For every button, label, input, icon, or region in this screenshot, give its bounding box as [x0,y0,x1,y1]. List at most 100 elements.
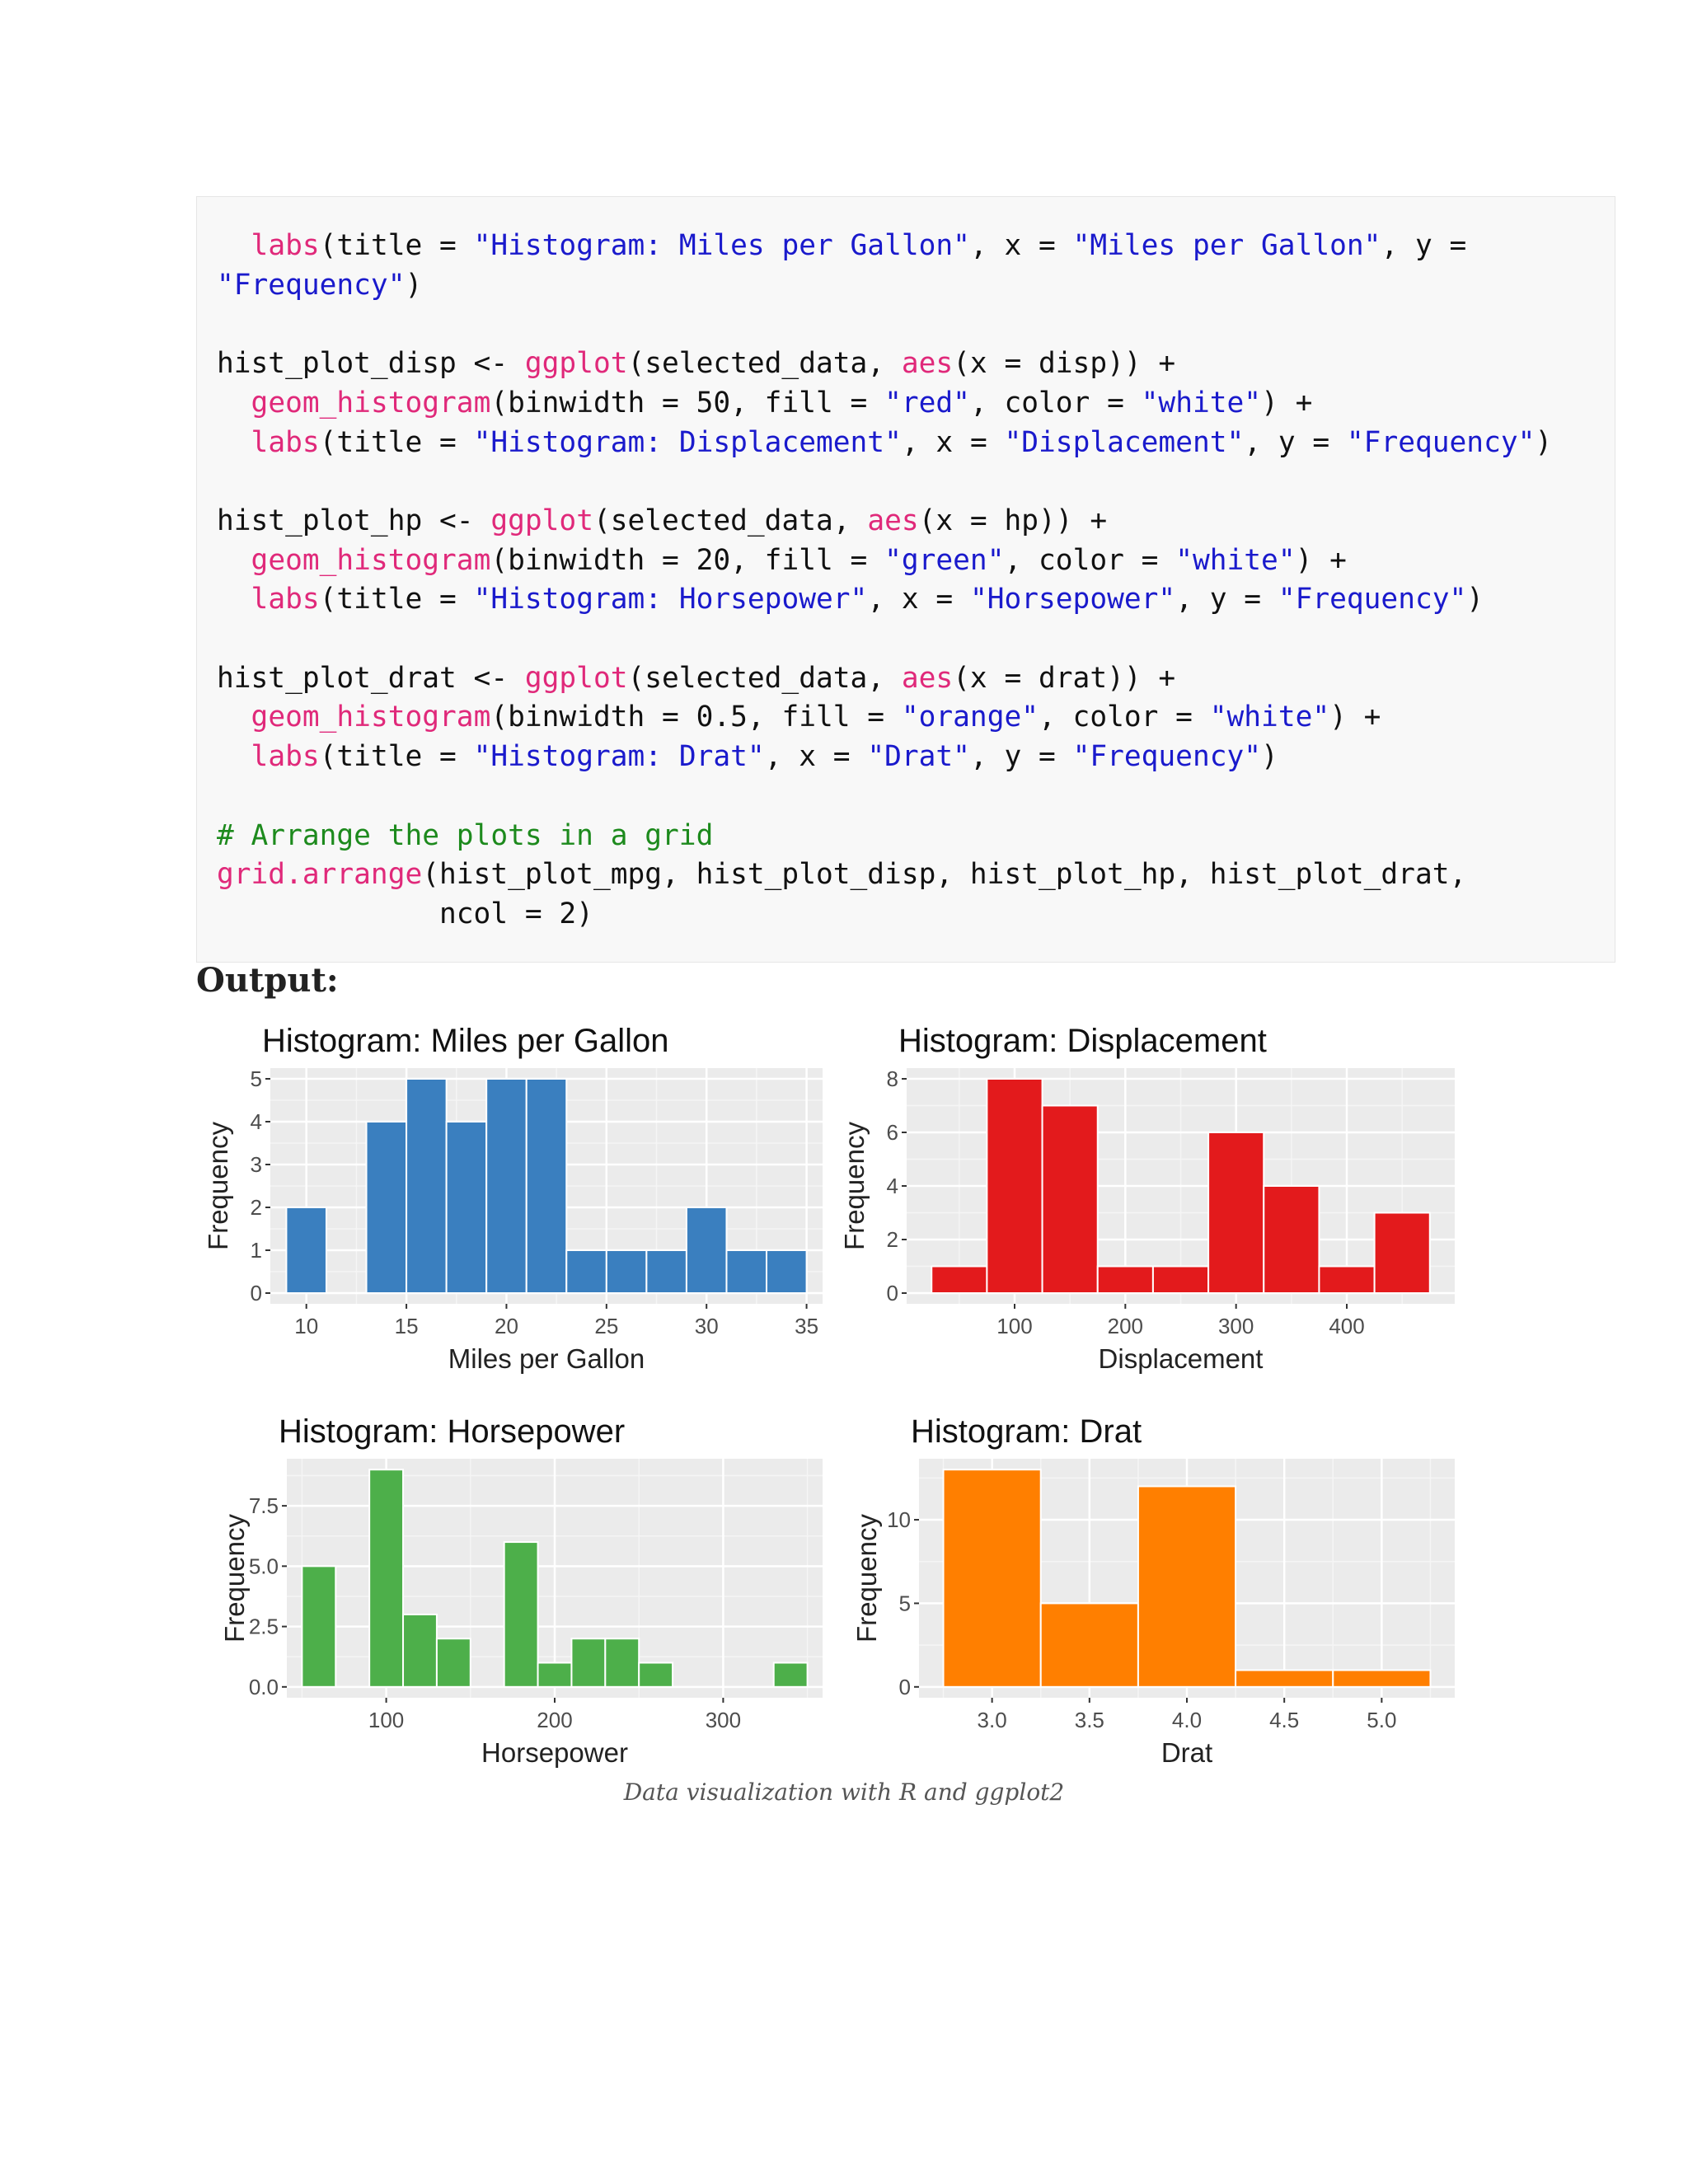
code-token: (title = [319,740,474,774]
y-tick-label: 2.5 [249,1615,279,1639]
code-token [217,701,251,733]
histogram-bar [942,1469,1042,1688]
code-token: "white" [1175,543,1296,577]
code-token: # Arrange the plots in a grid [217,818,714,852]
code-token: (selected_data, [627,661,902,695]
y-tick-label: 5.0 [249,1554,279,1578]
code-token: aes [901,347,954,381]
y-tick-label: 7.5 [249,1493,279,1518]
code-token: , y = [1175,583,1278,616]
histogram-bar [766,1249,808,1294]
x-tick-label: 100 [996,1314,1032,1338]
code-line: labs(title = "Histogram: Drat", x = "Dra… [217,740,1278,773]
histogram-bar [931,1265,988,1294]
code-token: "white" [1209,701,1330,734]
code-text: labs(title = "Histogram: Miles per Gallo… [217,227,1552,935]
code-token [217,229,251,262]
code-token: "Histogram: Horsepower" [473,583,868,616]
code-token: "orange" [901,701,1039,734]
code-token: (title = [319,583,474,616]
code-token: labs [251,583,320,616]
code-token: ggplot [524,661,628,695]
y-tick-label: 0 [887,1281,898,1305]
code-token: (binwidth = 50, fill = [490,386,885,419]
code-token: (title = [319,425,474,459]
figure-caption: Data visualization with R and ggplot2 [623,1779,1065,1806]
code-line: labs(title = "Histogram: Displacement", … [217,425,1553,459]
code-token: "Displacement" [1004,425,1245,459]
code-token: "red" [884,386,970,419]
code-token: ggplot [524,347,628,381]
code-token: "Histogram: Displacement" [473,425,902,459]
code-token: (binwidth = 20, fill = [490,543,885,577]
chart-title: Histogram: Miles per Gallon [262,1023,669,1059]
code-line: geom_histogram(binwidth = 20, fill = "gr… [217,544,1347,577]
y-tick-label: 5 [899,1591,911,1615]
y-tick-label: 5 [251,1066,262,1091]
code-token: ) + [1261,386,1313,419]
code-token: ) [1261,740,1278,774]
histogram-bar [485,1078,528,1294]
code-token [217,387,251,419]
x-axis-label: Displacement [1099,1343,1264,1374]
x-tick-label: 15 [395,1314,419,1338]
code-token: (selected_data, [593,504,868,537]
code-token: ) + [1295,543,1347,577]
code-token: ggplot [490,504,593,537]
code-token: "Frequency" [217,268,406,302]
histogram-bar [565,1249,607,1294]
x-tick-label: 25 [594,1314,618,1338]
y-tick-label: 2 [887,1227,898,1252]
code-token: , x = [901,425,1005,459]
code-line: ncol = 2) [217,898,593,930]
x-tick-label: 300 [706,1708,741,1732]
code-token: , color = [1039,701,1210,734]
y-axis-label: Frequency [839,1122,870,1250]
chart-hp: 100 200 300 0.0 2.5 5.0 7.5 Histogram: Horsepow… [219,1413,823,1768]
histogram-bar [645,1249,687,1294]
x-tick-label: 35 [795,1314,818,1338]
histogram-bar [1039,1602,1139,1688]
code-token: (hist_plot_mpg, hist_plot_disp, hist_plo… [422,858,1467,892]
code-token: ) [405,268,423,302]
code-token: ncol = 2) [217,897,593,930]
histogram-bar [986,1078,1043,1294]
x-tick-label: 5.0 [1367,1708,1396,1732]
x-tick-label: 300 [1218,1314,1254,1338]
code-line: hist_plot_disp <- ggplot(selected_data, … [217,347,1175,380]
y-tick-label: 2 [251,1195,262,1220]
code-line: hist_plot_drat <- ggplot(selected_data, … [217,662,1175,695]
code-token: labs [251,425,320,459]
chart-title: Histogram: Displacement [898,1023,1267,1059]
code-token [217,740,251,773]
histogram-bar [605,1249,648,1294]
code-token: "green" [884,543,1005,577]
code-token: aes [901,661,954,695]
code-token [217,426,251,459]
x-tick-label: 400 [1329,1314,1364,1338]
code-token: ) + [1329,701,1381,734]
code-token: "Drat" [867,740,970,774]
code-block: labs(title = "Histogram: Miles per Gallo… [196,196,1615,963]
code-token: geom_histogram [251,543,491,577]
code-token: hist_plot_hp <- [217,504,491,537]
code-token: ) [1535,425,1553,459]
x-tick-label: 200 [1108,1314,1143,1338]
x-tick-label: 10 [294,1314,318,1338]
code-token: , y = [1381,229,1467,262]
histogram-bar [402,1613,438,1688]
code-token: "Frequency" [1346,425,1536,459]
code-token: , y = [969,740,1073,774]
code-token: "Histogram: Drat" [473,740,765,774]
y-tick-label: 3 [251,1152,262,1177]
code-token: (x = disp)) + [953,347,1176,381]
histogram-bar [772,1661,809,1688]
y-axis-label: Frequency [203,1122,233,1250]
x-tick-label: 3.0 [978,1708,1007,1732]
histogram-bar [285,1207,327,1294]
x-tick-label: 4.0 [1172,1708,1202,1732]
x-axis-label: Horsepower [481,1737,628,1768]
code-token [217,583,251,616]
code-line: hist_plot_hp <- ggplot(selected_data, ae… [217,504,1107,537]
